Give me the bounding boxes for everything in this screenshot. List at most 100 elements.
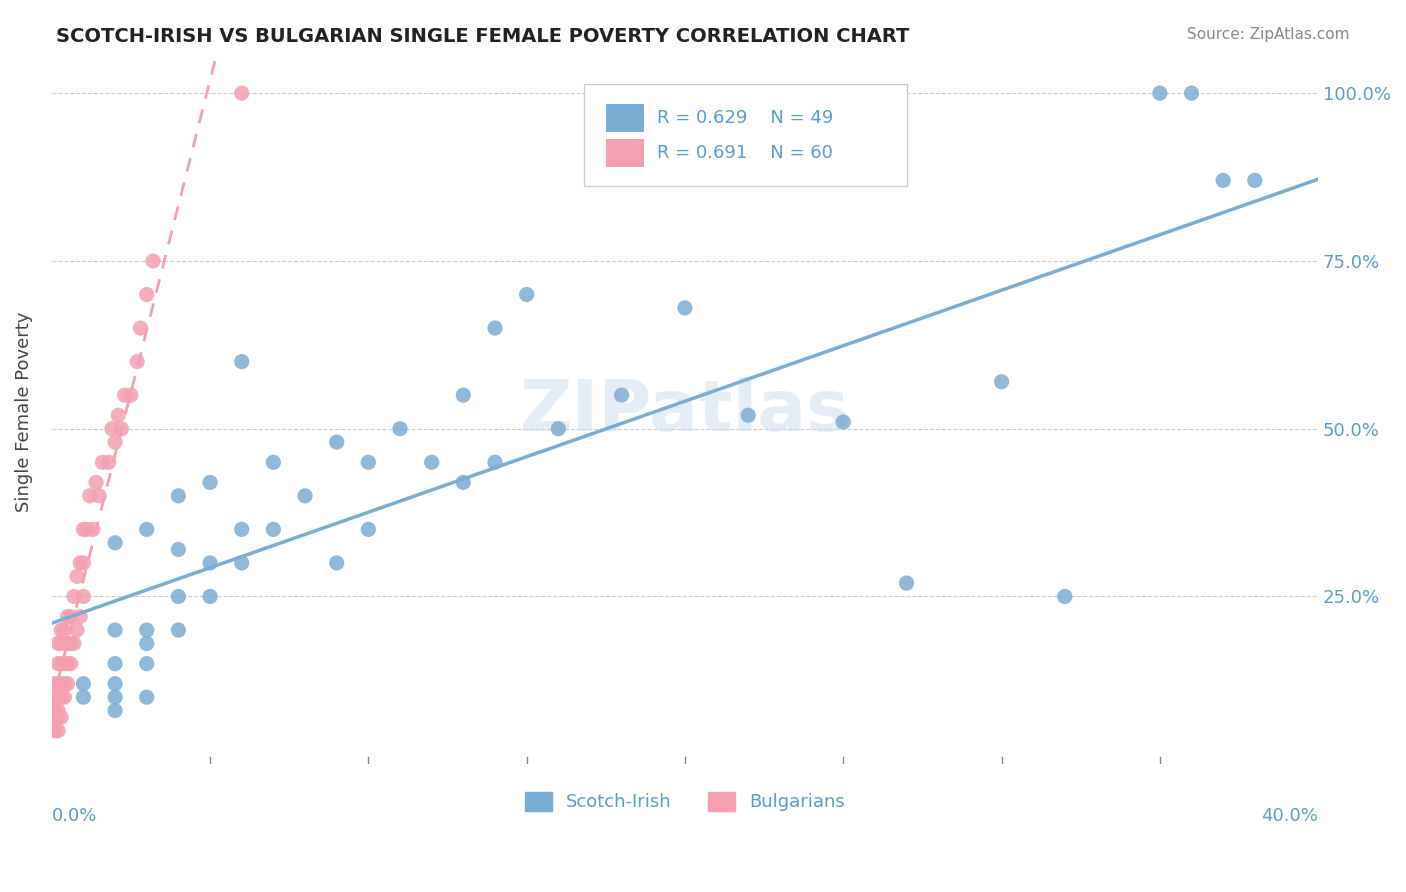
Point (484, 321, 506, 335)
Point (231, 522, 253, 536)
Point (41, 690, 63, 705)
Point (53, 677, 76, 691)
Point (673, 301, 696, 315)
Text: SCOTCH-IRISH VS BULGARIAN SINGLE FEMALE POVERTY CORRELATION CHART: SCOTCH-IRISH VS BULGARIAN SINGLE FEMALE … (56, 27, 910, 45)
Point (63, 590, 86, 604)
Point (72, 556, 94, 570)
Point (51, 636, 73, 650)
Point (832, 415, 855, 429)
Point (198, 556, 221, 570)
Point (104, 704, 127, 718)
Point (46, 710, 69, 724)
Point (198, 590, 221, 604)
Point (44, 677, 66, 691)
Point (44, 704, 66, 718)
Point (167, 623, 190, 637)
Text: ZIPatlas: ZIPatlas (520, 377, 851, 446)
Point (59, 636, 82, 650)
Point (231, 354, 253, 368)
Point (547, 422, 569, 436)
Point (167, 542, 190, 557)
Point (107, 409, 129, 423)
Point (46, 677, 69, 691)
Point (72, 522, 94, 536)
Point (420, 455, 443, 469)
Point (53, 690, 76, 705)
Point (114, 388, 136, 402)
Point (167, 590, 190, 604)
Point (56, 609, 79, 624)
Point (231, 86, 253, 100)
Point (91, 455, 114, 469)
Point (388, 422, 411, 436)
FancyBboxPatch shape (583, 84, 907, 186)
Point (104, 690, 127, 705)
Point (44, 690, 66, 705)
FancyBboxPatch shape (606, 139, 644, 168)
Point (53, 657, 76, 671)
Point (104, 623, 127, 637)
Point (104, 435, 127, 450)
Point (44, 723, 66, 738)
FancyBboxPatch shape (606, 104, 644, 132)
Point (1149, 86, 1171, 100)
Point (59, 657, 82, 671)
Point (453, 388, 475, 402)
Point (56, 657, 79, 671)
Point (97, 455, 120, 469)
Point (66, 569, 89, 583)
Point (104, 536, 127, 550)
Point (59, 609, 82, 624)
Point (610, 388, 633, 402)
Point (72, 590, 94, 604)
Point (44, 710, 66, 724)
Point (262, 455, 284, 469)
Point (46, 723, 69, 738)
Point (104, 657, 127, 671)
Point (262, 522, 284, 536)
Point (51, 710, 73, 724)
Point (110, 422, 132, 436)
Point (51, 623, 73, 637)
Point (990, 375, 1012, 389)
Point (127, 354, 149, 368)
Point (142, 254, 165, 268)
Point (104, 677, 127, 691)
Point (453, 475, 475, 490)
Point (72, 690, 94, 705)
Point (1243, 173, 1265, 187)
Point (84, 475, 107, 490)
Point (120, 388, 142, 402)
Point (76, 522, 98, 536)
Legend: Scotch-Irish, Bulgarians: Scotch-Irish, Bulgarians (517, 785, 852, 819)
Point (167, 489, 190, 503)
Point (56, 677, 79, 691)
Point (41, 723, 63, 738)
Text: 40.0%: 40.0% (1261, 806, 1319, 824)
Point (737, 409, 759, 423)
Y-axis label: Single Female Poverty: Single Female Poverty (15, 311, 32, 512)
Point (135, 690, 157, 705)
Point (51, 657, 73, 671)
Point (516, 287, 538, 301)
Point (357, 522, 380, 536)
Point (41, 710, 63, 724)
Text: 0.0%: 0.0% (52, 806, 97, 824)
Point (198, 475, 221, 490)
Point (294, 489, 316, 503)
Point (1180, 86, 1202, 100)
Point (51, 677, 73, 691)
Point (79, 489, 101, 503)
Point (56, 636, 79, 650)
Point (135, 657, 157, 671)
Point (72, 677, 94, 691)
Point (135, 287, 157, 301)
Point (101, 422, 124, 436)
Point (66, 623, 89, 637)
Point (896, 576, 918, 591)
Point (46, 657, 69, 671)
Point (135, 623, 157, 637)
Point (41, 704, 63, 718)
Point (484, 455, 506, 469)
Point (325, 556, 347, 570)
